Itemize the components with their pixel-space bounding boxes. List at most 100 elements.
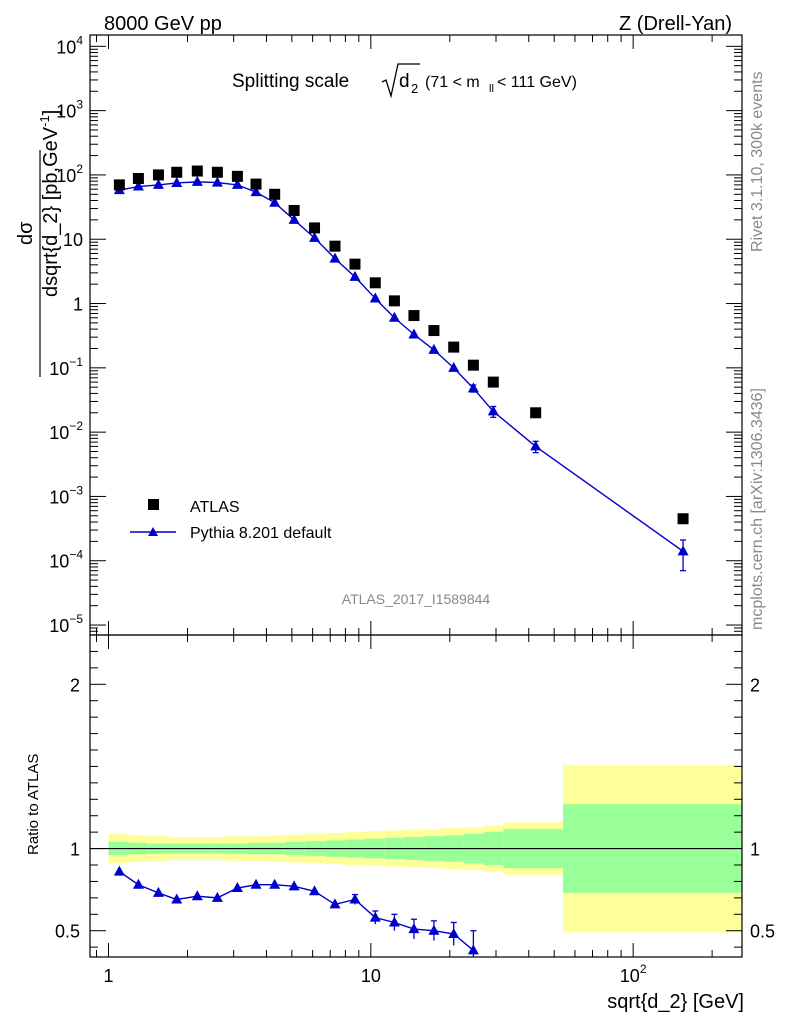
atlas-point (329, 240, 341, 252)
atlas-point (388, 295, 400, 307)
atlas-point (487, 376, 499, 388)
ratio-point (288, 880, 300, 891)
ratio-y-tick-label-right: 1 (750, 840, 760, 860)
ratio-point (191, 890, 203, 901)
ratio-point (467, 944, 479, 955)
ratio-point (113, 865, 125, 876)
y-tick-label: 10−3 (49, 483, 83, 507)
title-cut-sub: ll (489, 83, 494, 95)
y-tick-label: 10 (63, 230, 83, 250)
ratio-point (329, 898, 341, 909)
title-symbol-sub: 2 (411, 81, 418, 96)
pythia-point (408, 328, 420, 339)
ratio-point (171, 893, 183, 904)
atlas-point (231, 170, 243, 182)
pythia-series-ratio (113, 865, 479, 957)
y-tick-label: 104 (56, 33, 83, 57)
pythia-point (677, 545, 689, 556)
atlas-point (132, 172, 144, 184)
legend-pythia-label: Pythia 8.201 default (190, 525, 332, 542)
main-title: Splitting scale (232, 71, 349, 92)
atlas-point (369, 277, 381, 289)
ratio-point (448, 928, 460, 938)
legend-atlas-label: ATLAS (190, 499, 240, 516)
pythia-point (428, 343, 440, 354)
pythia-point (329, 252, 341, 263)
y-tick-label: 10−2 (49, 419, 83, 443)
pythia-point (530, 440, 542, 451)
pythia-point (487, 405, 499, 416)
ratio-point (408, 923, 420, 934)
ratio-point (428, 924, 440, 935)
atlas-point (428, 325, 440, 337)
pythia-line (119, 181, 684, 552)
ylabel-denominator: dsqrt{d_2} [pb,GeV-1] (37, 110, 62, 297)
pythia-point (388, 311, 400, 322)
atlas-point (191, 165, 203, 177)
xlabel: sqrt{d_2} [GeV] (607, 991, 744, 1013)
y-tick-label: 10−5 (49, 612, 83, 636)
title-cut-end: < 111 GeV) (497, 74, 577, 91)
main-ylabel: dσ dsqrt{d_2} [pb,GeV-1] (15, 110, 62, 377)
ylabel-numerator: dσ (15, 221, 37, 245)
legend-pythia-marker (148, 527, 158, 536)
atlas-point (448, 341, 460, 353)
ratio-y-tick-label: 1 (70, 840, 80, 860)
mcplots-label: mcplots.cern.ch [arXiv:1306.3436] (749, 388, 766, 630)
header-left: 8000 GeV pp (104, 13, 222, 35)
y-tick-label: 10−1 (49, 355, 83, 379)
ratio-plot-frame (89, 634, 743, 958)
atlas-point (677, 513, 689, 525)
sqrt-symbol (381, 63, 420, 99)
pythia-point (369, 292, 381, 303)
ratio-y-tick-label-right: 2 (750, 675, 760, 695)
y-tick-label: 102 (56, 162, 83, 186)
y-tick-label: 1 (73, 295, 83, 315)
atlas-point (211, 166, 223, 178)
ratio-point (250, 878, 262, 889)
rivet-label: Rivet 3.1.10, 300k events (749, 71, 766, 252)
atlas-point (467, 359, 479, 371)
pythia-point (448, 361, 460, 372)
ratio-y-tick-label: 2 (70, 675, 80, 695)
header-right: Z (Drell-Yan) (619, 13, 732, 35)
ratio-point (132, 878, 144, 889)
pythia-point (467, 382, 479, 393)
pythia-point (309, 231, 321, 242)
atlas-point (113, 179, 125, 191)
pythia-point (250, 186, 262, 197)
atlas-point (288, 204, 300, 216)
pythia-point (211, 176, 223, 187)
legend: ATLAS Pythia 8.201 default (130, 499, 332, 542)
pythia-point (191, 175, 203, 186)
ratio-point (309, 885, 321, 896)
atlas-series-main (113, 165, 689, 525)
atlas-point (408, 310, 420, 322)
ratio-y-tick-label: 0.5 (55, 922, 80, 942)
atlas-point (309, 222, 321, 234)
pythia-point (349, 270, 361, 281)
atlas-point (250, 178, 262, 190)
ratio-point (231, 882, 243, 892)
y-tick-label: 10−4 (49, 548, 83, 572)
ratio-point (269, 878, 281, 889)
title-cut: (71 < m (425, 74, 480, 91)
x-tick-label: 1 (104, 966, 114, 986)
ratio-y-tick-label-right: 0.5 (750, 922, 775, 942)
x-tick-label: 10 (361, 966, 381, 986)
atlas-point (349, 258, 361, 270)
ratio-point (369, 911, 381, 922)
y-tick-label: 103 (56, 98, 83, 122)
pythia-point (288, 213, 300, 224)
legend-atlas-marker (148, 499, 159, 510)
pythia-point (132, 180, 144, 191)
ratio-point (211, 891, 223, 902)
pythia-point (269, 196, 281, 207)
pythia-point (152, 178, 164, 189)
analysis-watermark: ATLAS_2017_I1589844 (342, 591, 491, 607)
ratio-point (349, 893, 361, 904)
axis-ticks: 1 10 10210410310210110−110−210−310−410−50.… (49, 33, 775, 986)
ratio-point (388, 916, 400, 927)
atlas-point (171, 166, 183, 178)
ratio-point (152, 886, 164, 897)
